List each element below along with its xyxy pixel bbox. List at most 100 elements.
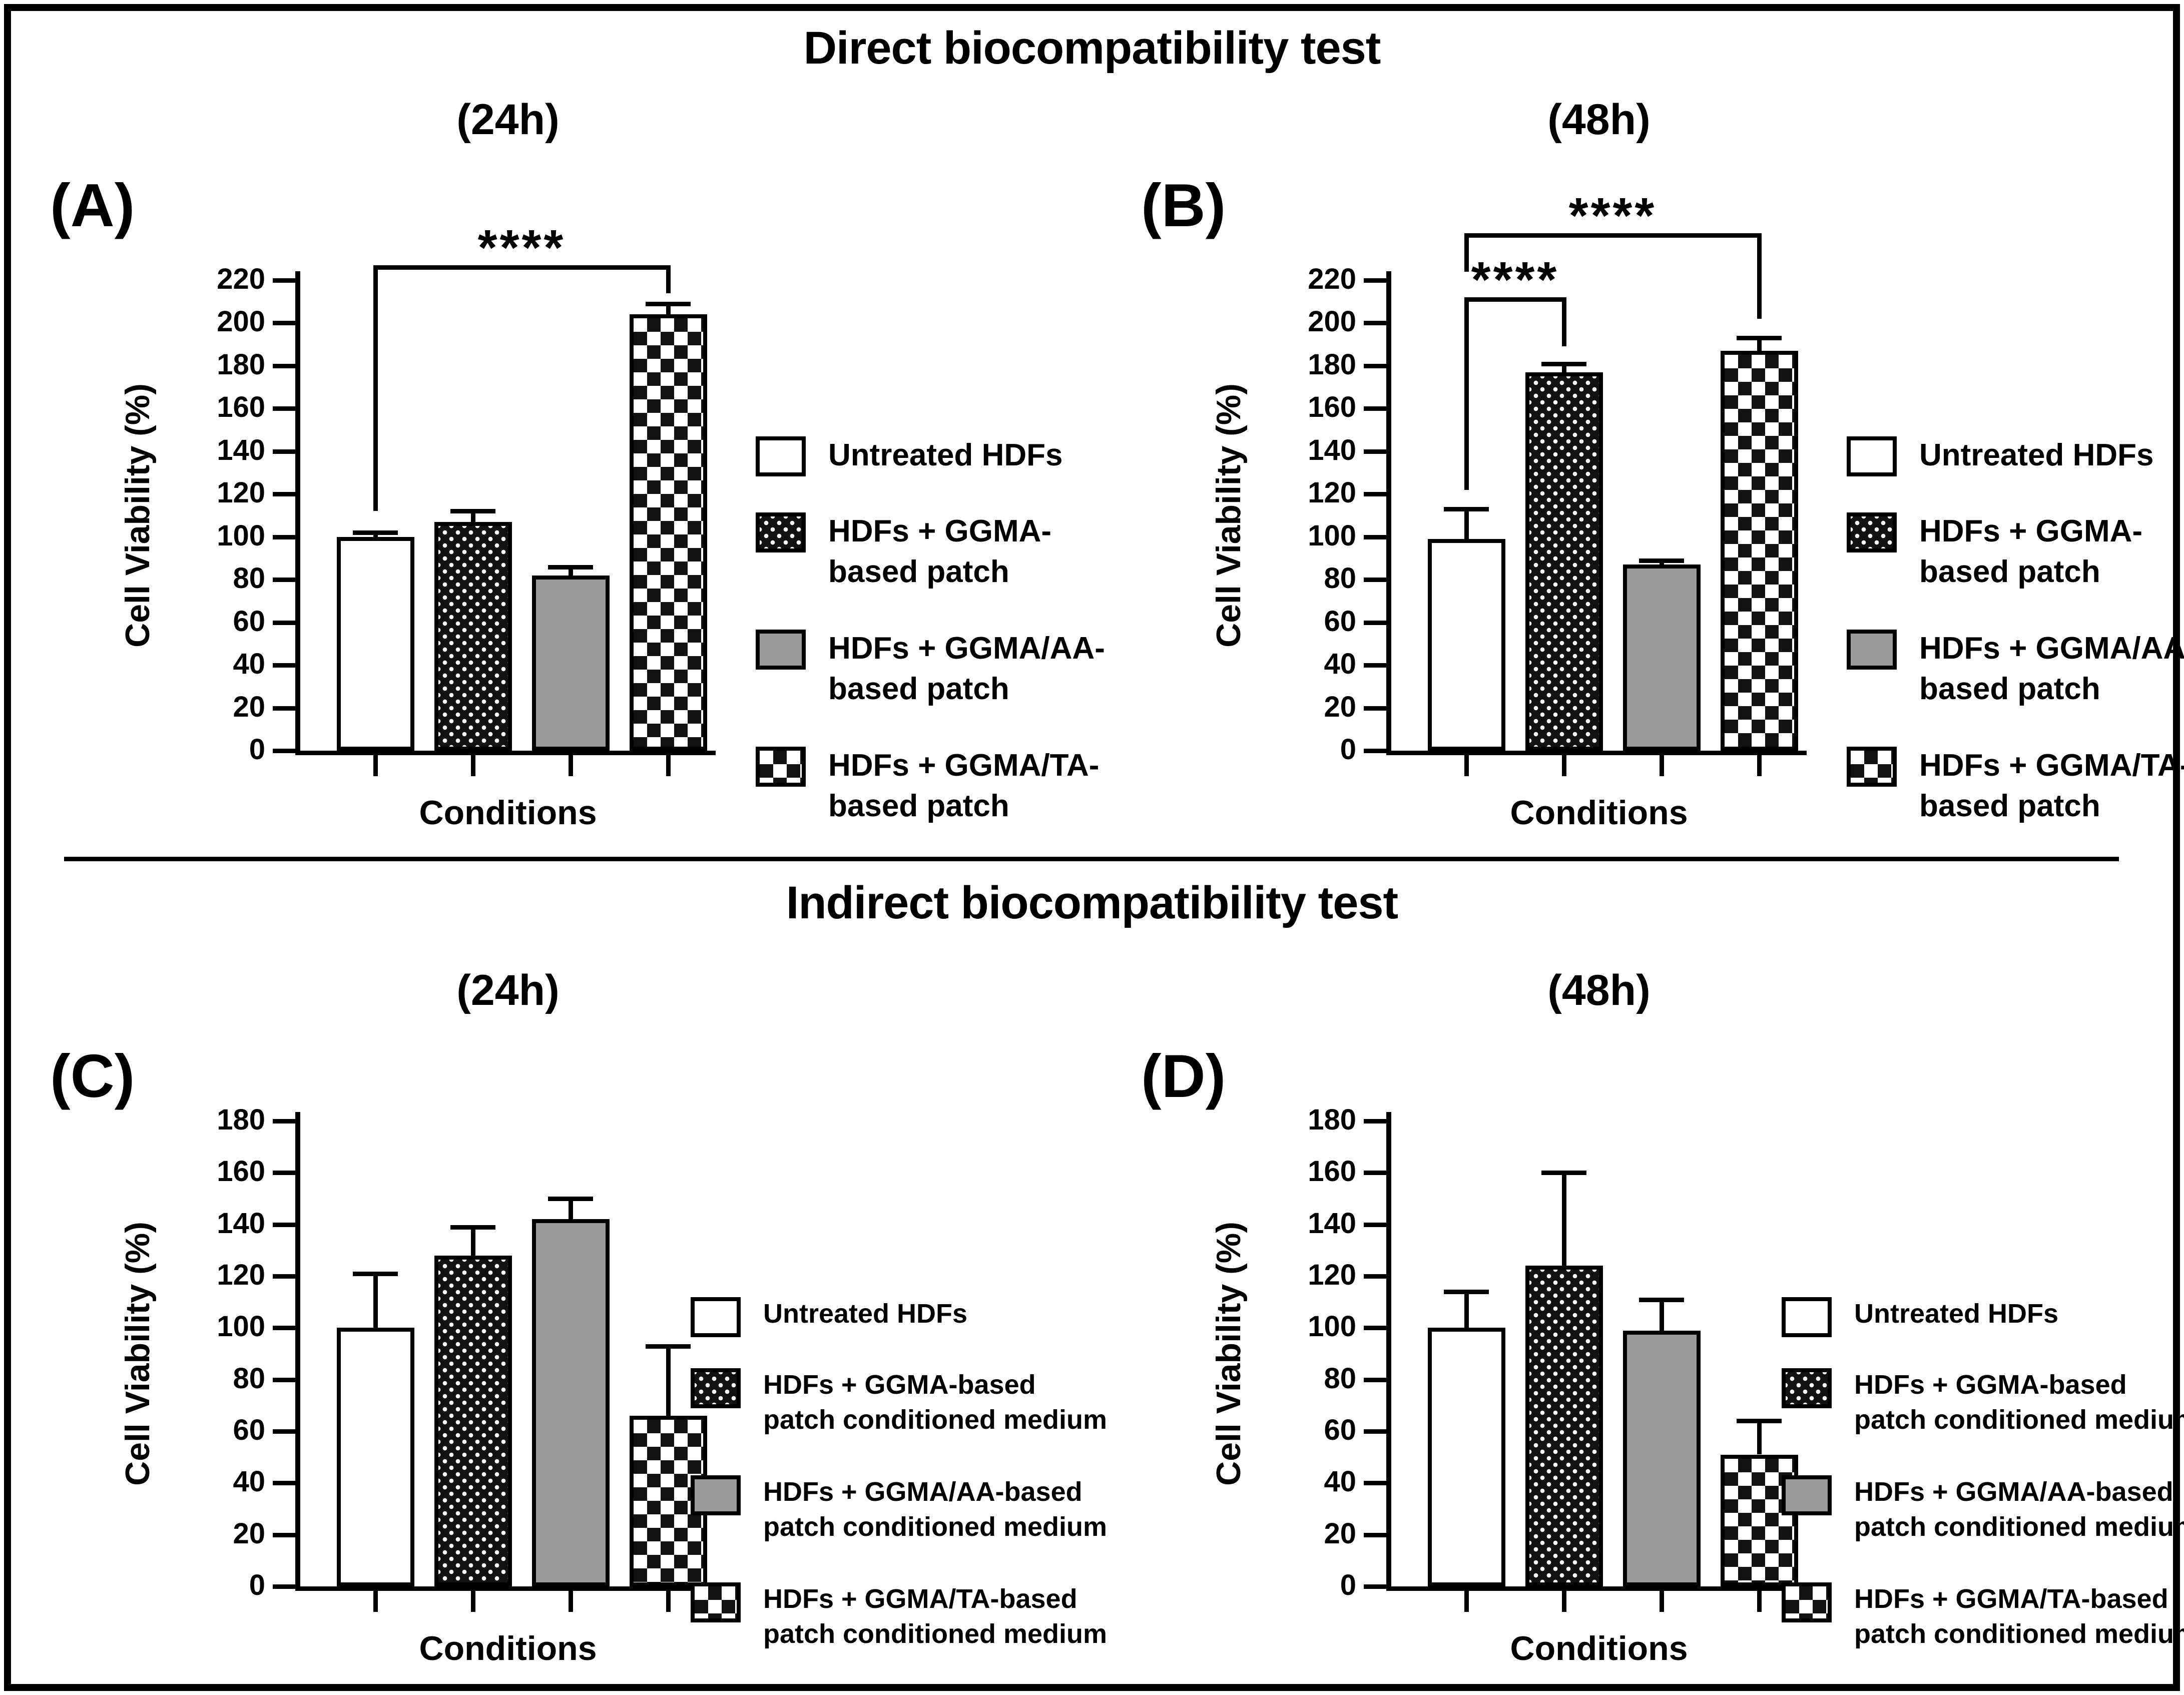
y-tick: [1364, 1119, 1386, 1123]
y-tick: [273, 1532, 295, 1537]
y-tick-label: 60: [1324, 605, 1356, 638]
y-tick-label: 160: [217, 391, 265, 424]
bar-hdfs-ggma-aa-based-patch-conditioned-medium: [1622, 1330, 1701, 1586]
section-title-indirect: Indirect biocompatibility test: [786, 877, 1398, 928]
y-tick: [273, 278, 295, 283]
y-tick: [1364, 278, 1386, 283]
panel-C: (C) (24h) 0 20 40 60 80 100 120 140 160 180 Cell Via…: [30, 946, 1107, 1694]
x-tick: [1757, 755, 1762, 776]
y-tick: [273, 449, 295, 454]
y-tick-label: 200: [1308, 305, 1356, 338]
y-tick-label: 140: [217, 433, 265, 466]
legend-label-hdfs-ggma-aa-based-patch-conditioned-medium: HDFs + GGMA/AA-based patch conditioned m…: [1854, 1477, 2184, 1542]
legend-swatch-checkerboard: [1847, 747, 1897, 787]
x-tick: [1464, 1591, 1469, 1612]
legend-swatch-dark-dots: [691, 1368, 741, 1408]
y-tick: [1364, 1584, 1386, 1589]
y-tick-label: 120: [1308, 1259, 1356, 1291]
y-tick-label: 100: [1308, 1310, 1356, 1343]
error-bar-stem: [1757, 1421, 1762, 1455]
y-tick: [1364, 1171, 1386, 1176]
y-tick: [1364, 534, 1386, 539]
bar-untreated-hdfs: [1427, 1328, 1505, 1586]
x-axis-line: [1386, 751, 1807, 755]
legend-swatch-checkerboard: [1782, 1582, 1832, 1622]
error-bar-cap: [353, 530, 398, 535]
y-tick: [273, 1429, 295, 1434]
legend-label-hdfs-ggma-ta-based-patch: HDFs + GGMA/TA- based patch: [1919, 748, 2184, 823]
y-tick: [1364, 449, 1386, 454]
y-tick: [1364, 578, 1386, 583]
y-tick-label: 60: [233, 605, 265, 638]
significance-stars: ****: [1568, 188, 1657, 244]
legend-swatch-gray: [1782, 1475, 1832, 1515]
legend-label-untreated-hdfs: Untreated HDFs: [1854, 1299, 2059, 1329]
error-bar-stem: [569, 567, 573, 576]
x-axis-title: Conditions: [1510, 1629, 1688, 1667]
panel-label-C: (C): [50, 1042, 135, 1110]
legend: Untreated HDFs HDFs + GGMA-based patch co…: [30, 946, 1107, 1694]
sig-bracket-right-leg: [1562, 297, 1566, 347]
error-bar-cap: [1541, 361, 1586, 366]
error-bar-cap: [353, 1271, 398, 1276]
y-tick-label: 100: [1308, 519, 1356, 552]
y-tick: [1364, 406, 1386, 411]
x-axis-line: [1386, 1586, 1807, 1591]
y-tick: [1364, 1429, 1386, 1434]
bar-untreated-hdfs: [1427, 539, 1505, 751]
y-tick-label: 120: [217, 476, 265, 509]
y-tick: [273, 1274, 295, 1279]
legend-label-hdfs-ggma-based-patch-conditioned-medium: HDFs + GGMA-based patch conditioned medi…: [1854, 1370, 2184, 1435]
y-tick: [273, 1326, 295, 1331]
bar-hdfs-ggma-based-patch-conditioned-medium: [1525, 1266, 1603, 1586]
error-bar-cap: [1737, 336, 1782, 341]
legend-label-hdfs-ggma-ta-based-patch-conditioned-medium: HDFs + GGMA/TA-based patch conditioned m…: [763, 1584, 1108, 1649]
sig-bracket-right-leg: [666, 265, 671, 293]
significance-stars: ****: [477, 220, 566, 276]
y-tick-label: 140: [1308, 1207, 1356, 1240]
x-tick: [471, 1591, 475, 1612]
error-bar-cap: [646, 302, 691, 306]
error-bar-cap: [1737, 1419, 1782, 1424]
y-tick: [1364, 706, 1386, 711]
y-tick-label: 160: [1308, 391, 1356, 424]
y-tick-label: 220: [217, 263, 265, 295]
panel-B: (B) (48h) 0 20 40 60 80 100 120 140 160 180 200 220 Ce…: [1121, 75, 2184, 906]
y-tick-label: 80: [1324, 1362, 1356, 1395]
y-tick: [273, 706, 295, 711]
sig-bracket-line: [373, 265, 671, 270]
y-tick: [1364, 321, 1386, 326]
y-tick-label: 180: [217, 348, 265, 381]
error-bar-stem: [1464, 509, 1469, 539]
y-tick: [273, 1222, 295, 1227]
error-bar-stem: [471, 1227, 475, 1256]
y-tick: [273, 1171, 295, 1176]
y-tick: [273, 406, 295, 411]
x-tick: [569, 755, 573, 776]
y-tick: [273, 1119, 295, 1123]
sig-bracket-right-leg: [1757, 233, 1762, 319]
y-tick: [1364, 1377, 1386, 1382]
y-tick: [1364, 492, 1386, 497]
y-tick-label: 40: [233, 1465, 265, 1498]
x-axis-title: Conditions: [1510, 794, 1688, 832]
y-tick: [1364, 1532, 1386, 1537]
y-axis-line: [1386, 271, 1391, 755]
section-divider: [64, 857, 2119, 861]
y-tick: [273, 1584, 295, 1589]
legend-label-hdfs-ggma-based-patch: HDFs + GGMA- based patch: [828, 514, 1052, 589]
bar-hdfs-ggma-ta-based-patch: [629, 314, 707, 751]
legend: Untreated HDFs HDFs + GGMA- based patch HD…: [30, 75, 1105, 906]
y-tick: [1364, 363, 1386, 368]
error-bar-cap: [450, 1225, 495, 1230]
y-tick-label: 120: [1308, 476, 1356, 509]
error-bar-cap: [1541, 1171, 1586, 1176]
x-tick: [569, 1591, 573, 1612]
legend-label-hdfs-ggma-ta-based-patch: HDFs + GGMA/TA- based patch: [828, 748, 1100, 823]
panel-subtitle-C: (24h): [456, 966, 560, 1014]
error-bar-cap: [548, 564, 593, 570]
legend-swatch-dark-dots: [1847, 512, 1897, 552]
error-bar-cap: [1444, 507, 1489, 512]
